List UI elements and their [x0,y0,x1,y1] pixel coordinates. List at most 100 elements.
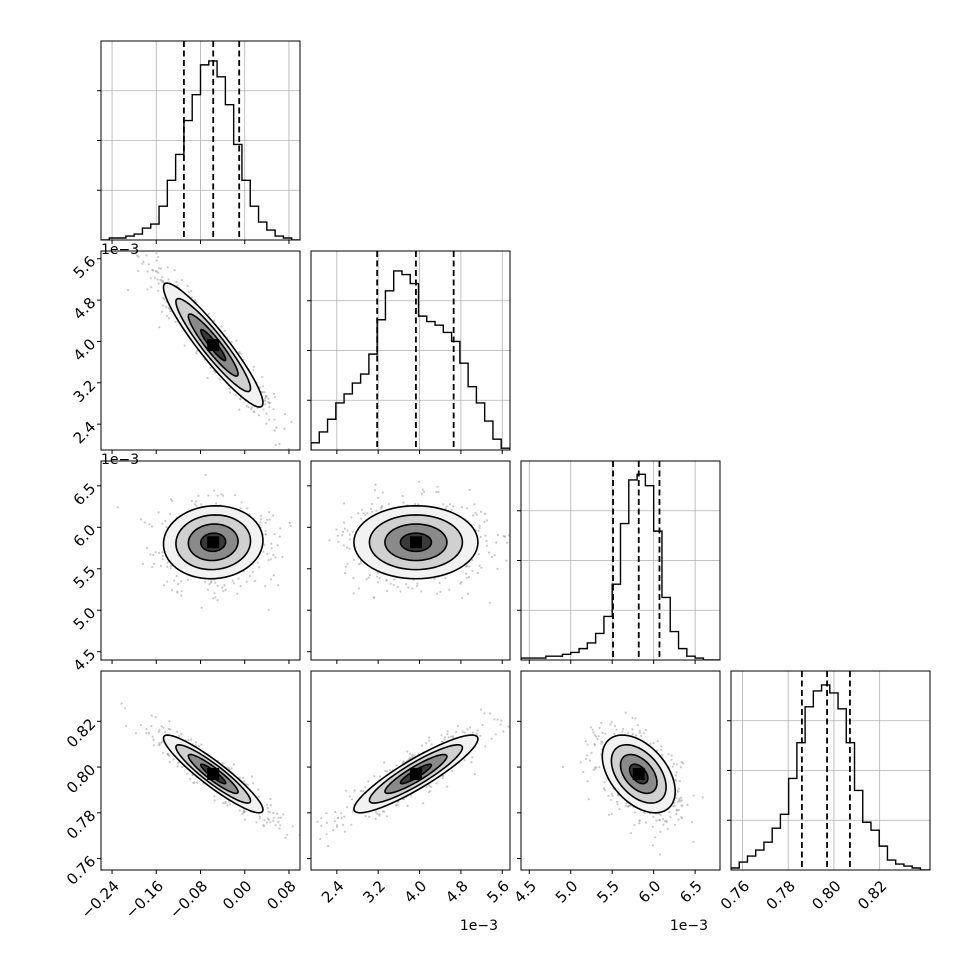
scatter-point [228,387,231,390]
y-tick-label: 5.5 [70,562,100,592]
scatter-point [284,836,287,839]
scatter-point [463,759,466,762]
scatter-point [484,512,487,516]
scatter-point [586,780,589,783]
x-tick-label: 5.5 [593,877,623,907]
scatter-point [162,280,165,283]
scatter-point [230,340,233,343]
x-tick-label: −0.08 [166,877,211,922]
scatter-point [615,728,618,731]
scatter-point [161,522,164,525]
scatter-point [488,712,492,715]
scatter-point [155,252,158,255]
scatter-point [279,527,282,530]
scatter-point [421,488,424,491]
contour-line [619,753,658,795]
scatter-point [142,260,145,263]
scatter-point [110,200,112,202]
scatter-point [422,802,425,805]
panel-2d-2-3 [517,670,721,874]
density-core [632,767,645,780]
scatter-point [440,734,443,737]
scatter-point [154,270,157,273]
scatter-point [239,397,242,400]
scatter-point [257,795,261,798]
scatter-point [161,558,164,561]
contour-line [199,763,227,785]
scatter-point [218,378,221,381]
scatter-point [177,583,180,586]
scatter-point [180,594,183,597]
scatter-point [479,708,483,711]
scatter-point [263,543,266,546]
scatter-point [158,728,161,731]
scatter-point [270,542,273,545]
scatter-point [222,801,225,805]
scatter-point [488,551,491,554]
scatter-point [224,801,227,804]
scatter-point [328,539,331,542]
scatter-point [402,501,405,504]
scatter-point [579,761,582,764]
scatter-point [263,391,266,394]
scatter-point [385,815,388,818]
scatter-point [206,376,209,380]
scatter-point [621,730,624,733]
scatter-point [166,580,169,583]
scatter-point [273,816,276,819]
scatter-point [678,799,681,802]
scatter-point [265,821,268,824]
scatter-point [496,567,499,571]
x-tick-label: 4.8 [442,877,472,907]
scatter-point [589,726,593,729]
scatter-point [247,406,250,409]
scatter-point [436,592,439,596]
scatter-point [239,507,242,510]
scatter-point [607,794,610,797]
scatter-point [483,712,486,715]
scatter-point [267,608,270,611]
scatter-point [147,263,150,266]
scatter-point [279,816,282,819]
scatter-point [450,508,453,511]
x-offset-label: 1e−3 [670,918,708,934]
scatter-point [234,394,237,397]
scatter-point [488,601,492,604]
scatter-point [150,725,153,728]
scatter-point [389,582,392,585]
scatter-point [250,406,253,409]
scatter-point [296,849,298,851]
scatter-point [595,735,598,738]
scatter-point [291,451,293,453]
scatter-point [616,794,620,797]
scatter-point [272,574,275,577]
histogram-panel-2 [517,460,721,664]
contour-line [187,753,239,795]
scatter-point [319,837,322,841]
scatter-point [441,777,444,780]
scatter-point [346,529,349,532]
scatter-point [395,764,398,767]
scatter-point [459,582,462,585]
scatter-point [638,731,641,734]
scatter-point [675,812,678,816]
scatter-point [175,280,178,284]
scatter-point [213,592,216,595]
x-tick-label: 3.2 [359,877,389,907]
scatter-point [598,766,601,769]
scatter-point [176,590,179,593]
scatter-point [352,592,355,595]
scatter-point [367,780,370,783]
scatter-point [677,808,680,812]
scatter-point [162,726,165,729]
scatter-point [157,271,160,274]
scatter-point [287,447,290,450]
scatter-point [268,405,271,408]
panel-2d-0-3 [97,670,301,874]
scatter-point [340,816,343,820]
scatter-point [165,305,168,309]
panel-2d-1-3 [296,670,511,874]
scatter-point [446,732,449,736]
scatter-point [662,818,665,821]
